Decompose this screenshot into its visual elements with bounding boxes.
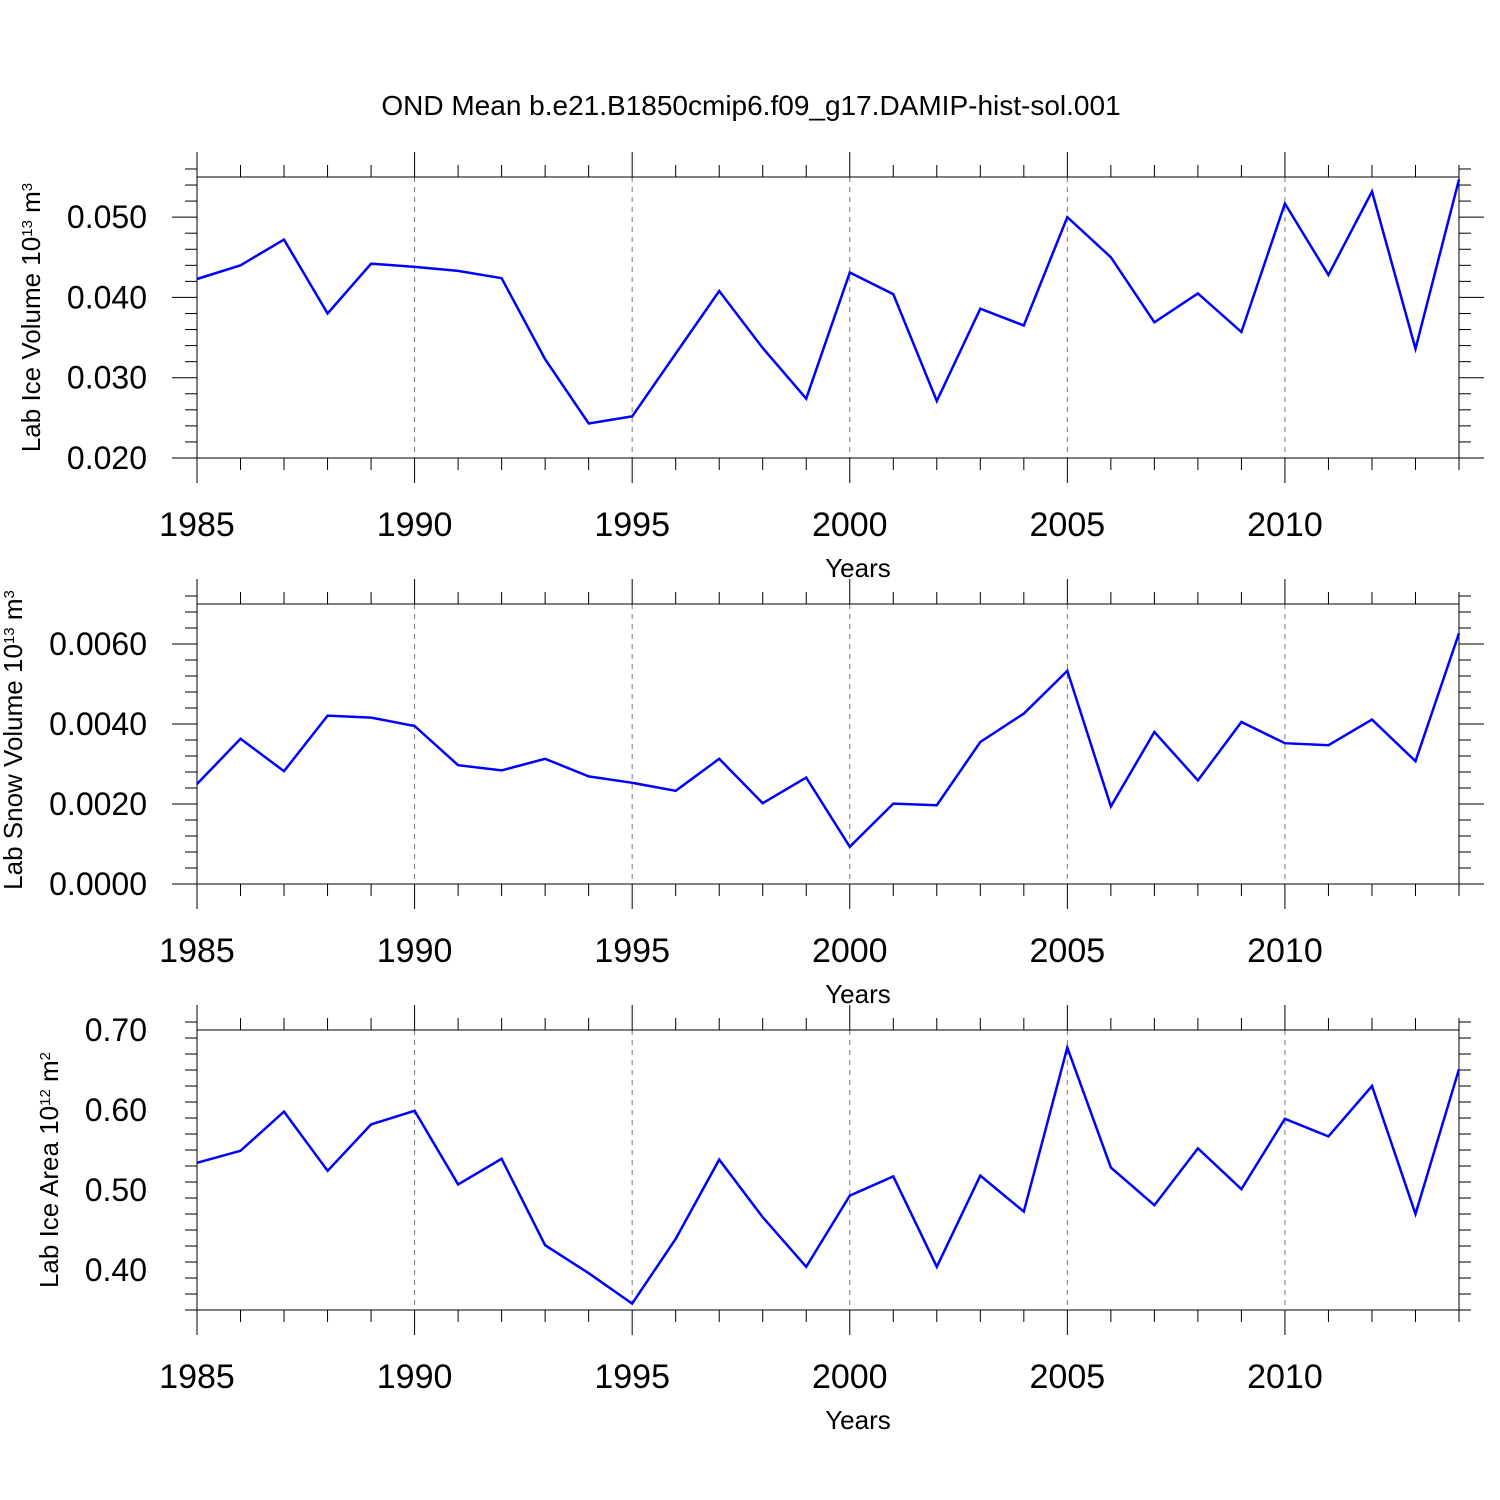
x-tick-label: 2000 [812,1358,888,1396]
y-tick-label: 0.0060 [49,626,147,662]
y-label-superscript: 2 [37,1052,54,1060]
x-tick-label: 2005 [1030,932,1106,970]
plot-frame [196,1029,1460,1311]
y-label-superscript: 13 [19,220,36,237]
y-label-text: Lab Ice Area 10 [34,1106,64,1288]
series-line [196,179,1461,425]
x-tick-label: 1995 [594,932,670,970]
x-tick-label: 2010 [1247,1358,1323,1396]
y-tick-label: 0.0020 [49,786,147,822]
y-label-superscript: 12 [37,1089,54,1106]
x-tick-label: 1985 [159,932,235,970]
panels: 0.020 0.030 0.040 0.050 1985 1990 1995 2000 2005… [0,152,1484,1435]
x-tick-label: 1985 [159,1358,235,1396]
y-tick-label: 0.60 [85,1092,147,1128]
x-tick-label: 2000 [812,932,888,970]
y-axis-label: Lab Ice Volume 1013 m3 [16,183,46,452]
y-tick-label: 0.050 [67,199,147,235]
panel-2: 0.0000 0.0020 0.0040 0.0060 1985 1990 1995 2000… [0,579,1484,1009]
y-label-text: Lab Ice Volume 10 [16,237,46,452]
y-axis-label: Lab Snow Volume 1013 m3 [0,590,28,890]
x-tick-label: 1995 [594,1358,670,1396]
x-tick-label: 1990 [377,932,453,970]
y-tick-label: 0.0000 [49,866,147,902]
y-tick-label: 0.50 [85,1172,147,1208]
y-tick-label: 0.70 [85,1012,147,1048]
y-tick-label: 0.0040 [49,706,147,742]
x-tick-label: 2010 [1247,932,1323,970]
x-tick-label: 2005 [1030,1358,1106,1396]
x-axis-label: Years [825,979,891,1009]
x-axis-label: Years [825,553,891,583]
y-label-text: m [16,191,46,220]
x-tick-label: 1995 [594,506,670,544]
series-line [196,632,1461,849]
series-line [196,1043,1461,1306]
chart-title: OND Mean b.e21.B1850cmip6.f09_g17.DAMIP-… [381,90,1120,121]
y-label-text: m [0,599,28,628]
plot-frame [196,603,1460,885]
y-label-text: Lab Snow Volume 10 [0,644,28,890]
plot-frame [196,176,1460,459]
y-tick-label: 0.040 [67,279,147,315]
y-axis-label: Lab Ice Area 1012 m2 [34,1052,64,1288]
y-label-superscript: 3 [1,590,18,598]
y-label-text: m [34,1060,64,1089]
x-axis-label: Years [825,1405,891,1435]
x-tick-label: 1990 [377,1358,453,1396]
y-tick-label: 0.030 [67,360,147,396]
x-tick-label: 1985 [159,506,235,544]
y-label-superscript: 13 [1,627,18,644]
y-label-superscript: 3 [19,183,36,191]
x-tick-label: 1990 [377,506,453,544]
y-tick-label: 0.020 [67,440,147,476]
panel-1: 0.020 0.030 0.040 0.050 1985 1990 1995 2000 2005… [16,152,1484,583]
x-tick-label: 2000 [812,506,888,544]
panel-3: 0.40 0.50 0.60 0.70 1985 1990 1995 2000 2005 2010… [34,1005,1471,1435]
y-tick-label: 0.40 [85,1252,147,1288]
x-tick-label: 2010 [1247,506,1323,544]
x-tick-label: 2005 [1030,506,1106,544]
